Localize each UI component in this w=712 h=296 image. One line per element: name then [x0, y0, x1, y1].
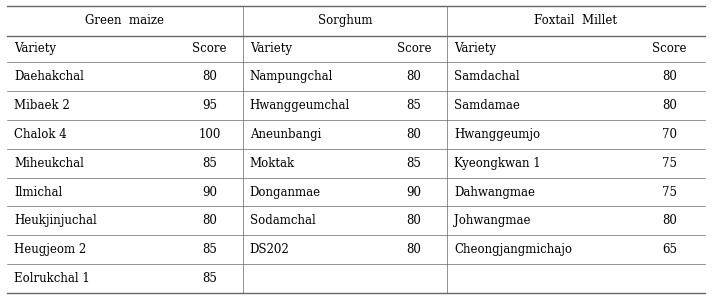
Text: Ilmichal: Ilmichal [14, 186, 63, 199]
Text: Foxtail  Millet: Foxtail Millet [535, 14, 617, 27]
Text: Nampungchal: Nampungchal [250, 70, 333, 83]
Text: Kyeongkwan 1: Kyeongkwan 1 [454, 157, 541, 170]
Text: Chalok 4: Chalok 4 [14, 128, 67, 141]
Text: Samdachal: Samdachal [454, 70, 520, 83]
Text: Score: Score [652, 42, 686, 55]
Text: 75: 75 [662, 186, 677, 199]
Text: Sorghum: Sorghum [318, 14, 372, 27]
Text: Variety: Variety [250, 42, 292, 55]
Text: Samdamae: Samdamae [454, 99, 520, 112]
Text: 80: 80 [202, 70, 216, 83]
Text: 80: 80 [407, 128, 422, 141]
Text: 80: 80 [662, 99, 677, 112]
Text: 85: 85 [407, 157, 422, 170]
Text: 65: 65 [662, 243, 677, 256]
Text: 80: 80 [407, 70, 422, 83]
Text: Green  maize: Green maize [85, 14, 164, 27]
Text: DS202: DS202 [250, 243, 290, 256]
Text: Donganmae: Donganmae [250, 186, 321, 199]
Text: 95: 95 [201, 99, 217, 112]
Text: 70: 70 [662, 128, 677, 141]
Text: 80: 80 [662, 70, 677, 83]
Text: Moktak: Moktak [250, 157, 295, 170]
Text: 90: 90 [407, 186, 422, 199]
Text: Eolrukchal 1: Eolrukchal 1 [14, 272, 90, 285]
Text: Johwangmae: Johwangmae [454, 214, 530, 227]
Text: Aneunbangi: Aneunbangi [250, 128, 321, 141]
Text: 85: 85 [407, 99, 422, 112]
Text: Score: Score [397, 42, 431, 55]
Text: 75: 75 [662, 157, 677, 170]
Text: Mibaek 2: Mibaek 2 [14, 99, 70, 112]
Text: 80: 80 [662, 214, 677, 227]
Text: Daehakchal: Daehakchal [14, 70, 84, 83]
Text: 100: 100 [198, 128, 221, 141]
Text: Hwanggeumchal: Hwanggeumchal [250, 99, 350, 112]
Text: Score: Score [192, 42, 226, 55]
Text: Sodamchal: Sodamchal [250, 214, 315, 227]
Text: 90: 90 [201, 186, 217, 199]
Text: Variety: Variety [14, 42, 56, 55]
Text: 80: 80 [407, 243, 422, 256]
Text: Heukjinjuchal: Heukjinjuchal [14, 214, 97, 227]
Text: 85: 85 [202, 272, 216, 285]
Text: Miheukchal: Miheukchal [14, 157, 84, 170]
Text: 80: 80 [202, 214, 216, 227]
Text: Heugjeom 2: Heugjeom 2 [14, 243, 86, 256]
Text: 80: 80 [407, 214, 422, 227]
Text: Cheongjangmichajo: Cheongjangmichajo [454, 243, 572, 256]
Text: Dahwangmae: Dahwangmae [454, 186, 535, 199]
Text: Hwanggeumjo: Hwanggeumjo [454, 128, 540, 141]
Text: 85: 85 [202, 243, 216, 256]
Text: Variety: Variety [454, 42, 496, 55]
Text: 85: 85 [202, 157, 216, 170]
